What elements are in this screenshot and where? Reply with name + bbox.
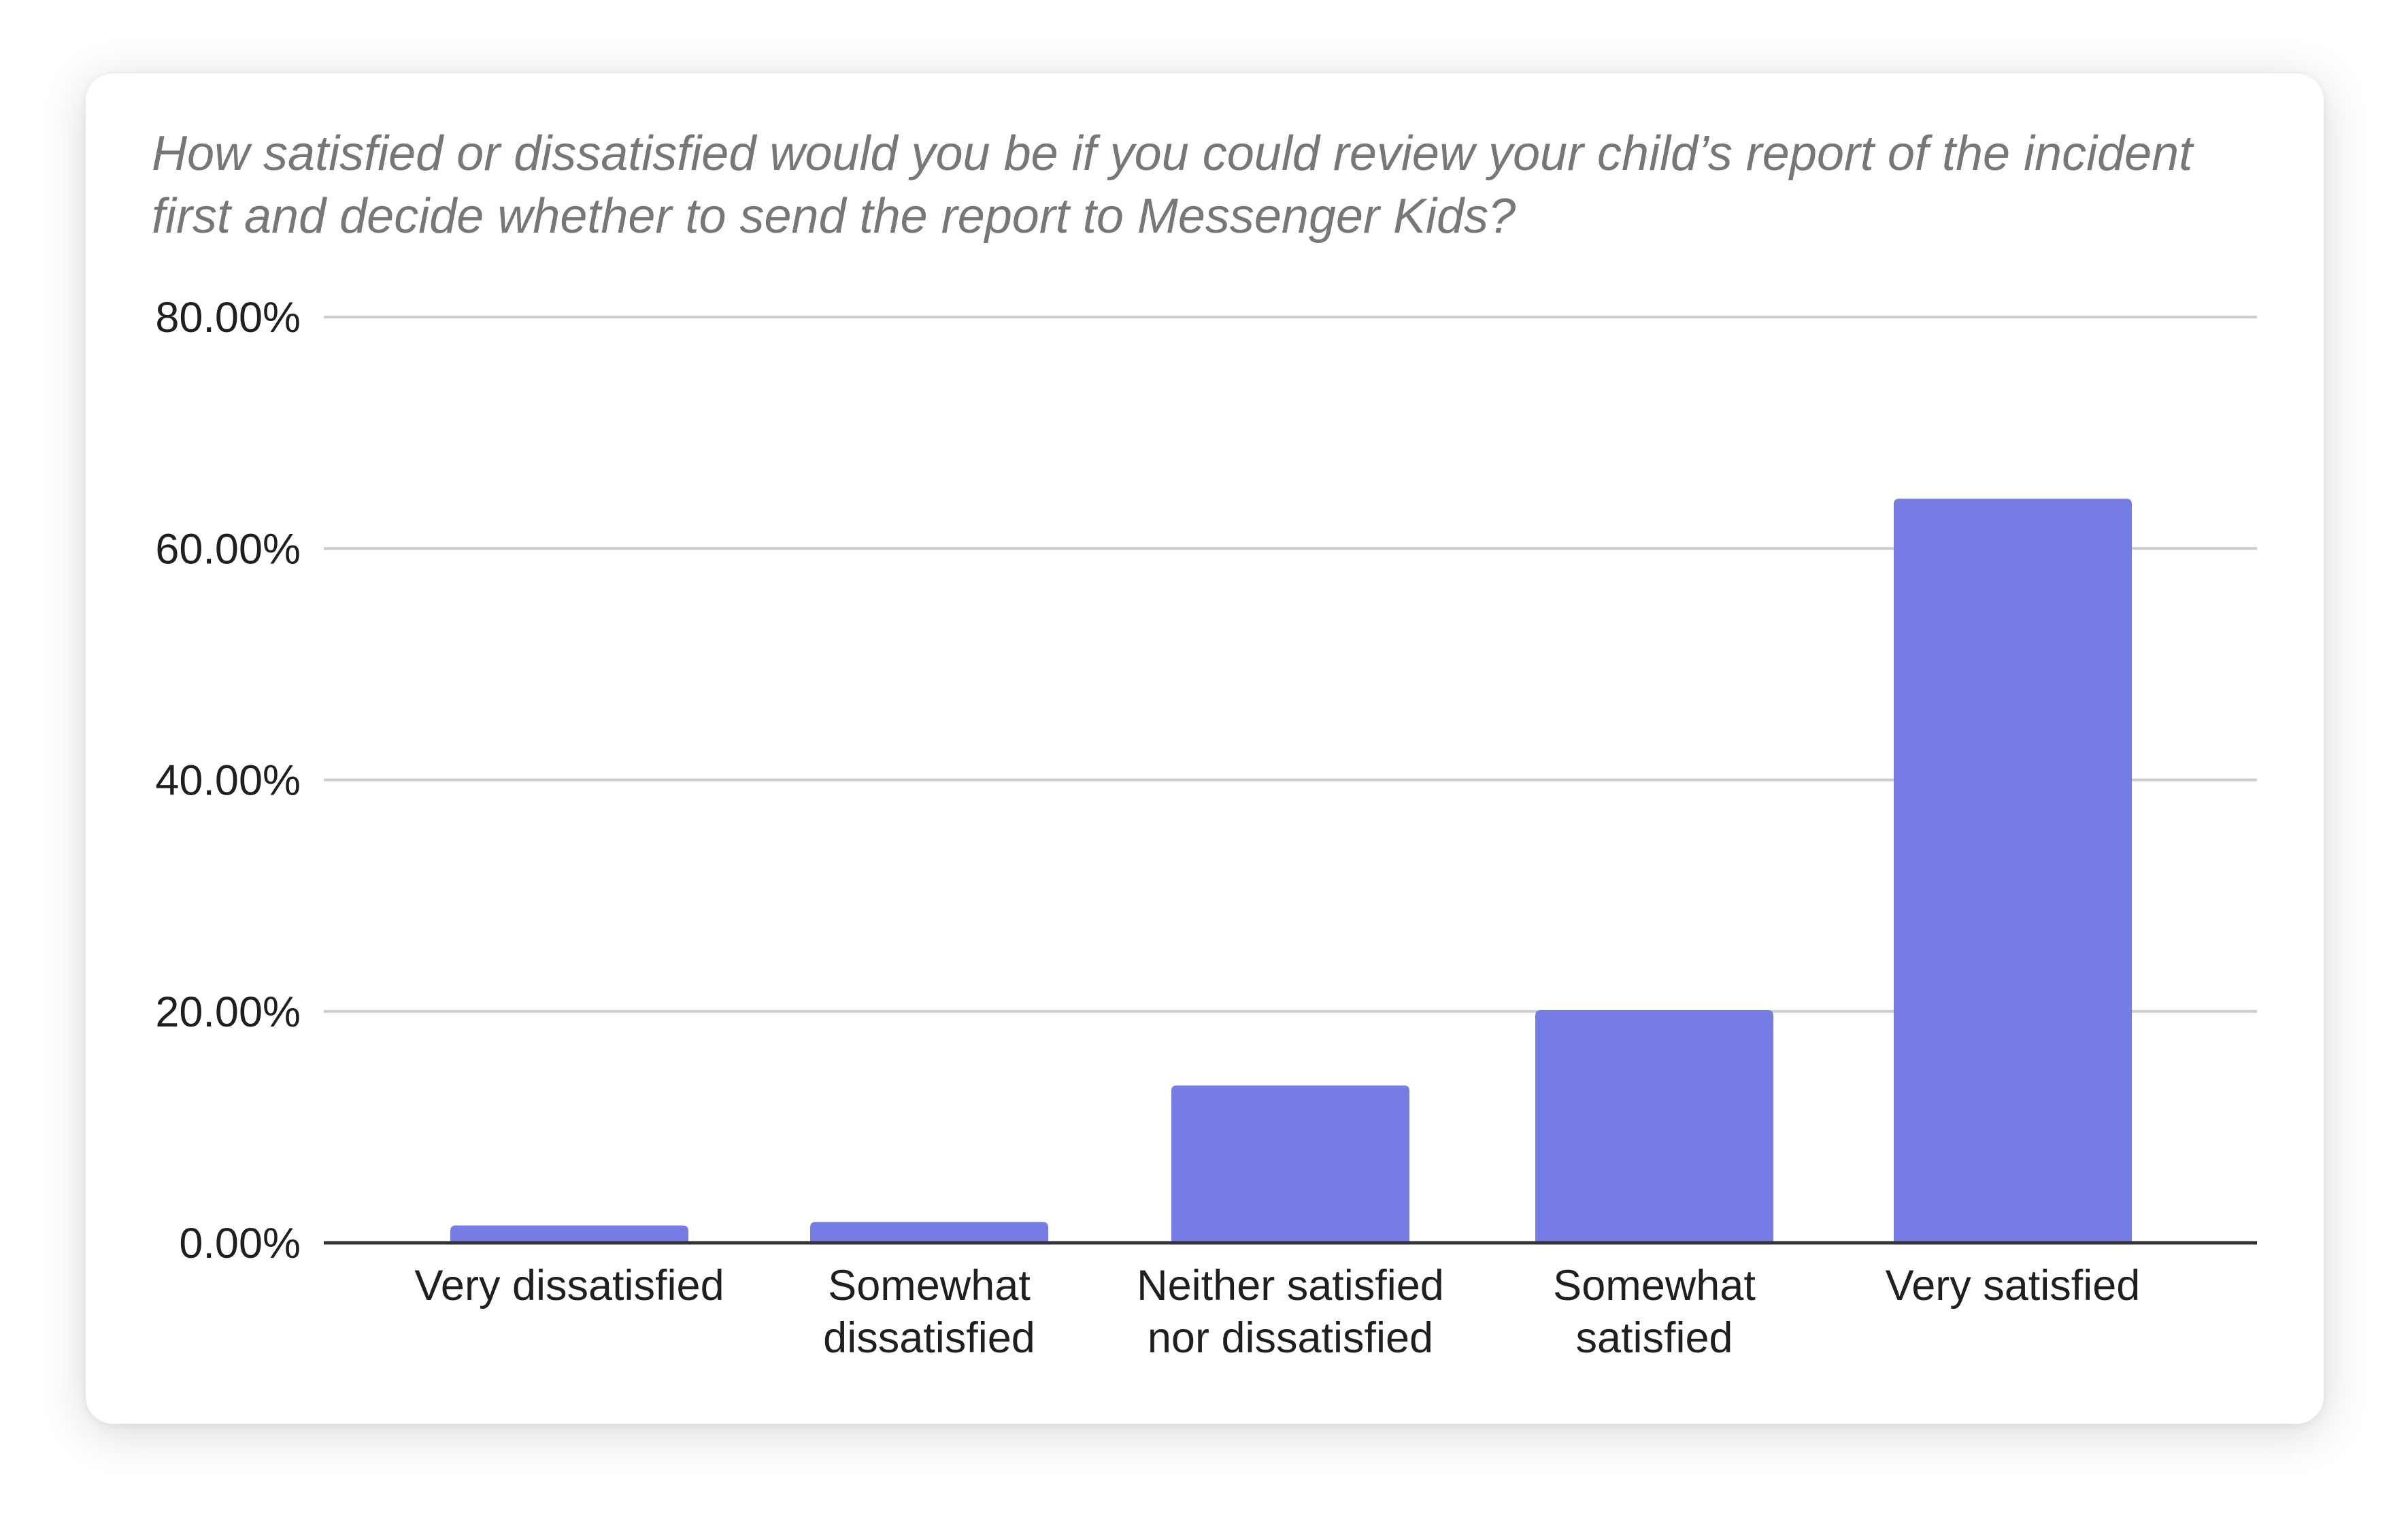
y-tick-label: 80.00% <box>155 294 301 341</box>
x-tick-label: Very dissatisfied <box>414 1262 724 1309</box>
y-tick-label: 20.00% <box>155 988 301 1036</box>
y-tick-label: 40.00% <box>155 757 301 805</box>
bar <box>450 1225 688 1243</box>
x-tick-label: Somewhat satisfied <box>1553 1262 1756 1362</box>
chart-card: How satisfied or dissatisfied would you … <box>86 73 2324 1424</box>
y-tick-label: 60.00% <box>155 525 301 573</box>
x-tick-label: Somewhat dissatisfied <box>823 1262 1035 1362</box>
bar <box>810 1222 1048 1243</box>
y-tick-label: 0.00% <box>179 1220 301 1267</box>
bar <box>1171 1085 1409 1243</box>
bar <box>1535 1010 1773 1243</box>
bar-chart: 0.00% 20.00% 40.00% 60.00% 80.00% Very dissat… <box>155 294 2257 1362</box>
bar <box>1894 499 2132 1243</box>
x-tick-label: Very satisfied <box>1886 1262 2141 1309</box>
x-tick-label: Neither satisfied nor dissatisfied <box>1137 1262 1444 1362</box>
chart-title: How satisfied or dissatisfied would you … <box>152 127 2193 244</box>
